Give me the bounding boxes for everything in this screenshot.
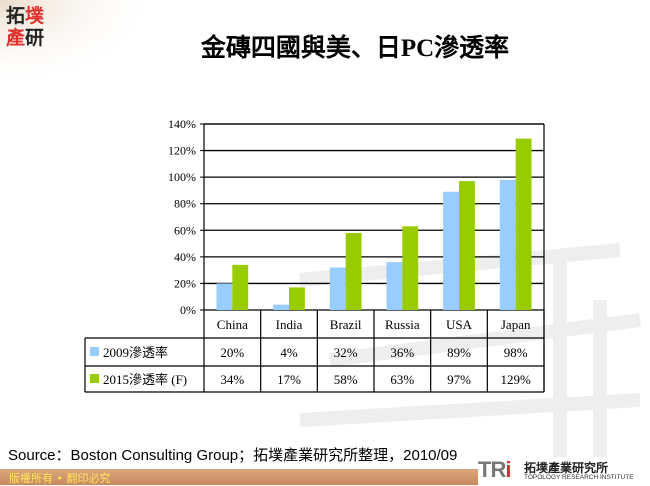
data-label: 34%	[220, 372, 244, 387]
data-label: 98%	[504, 345, 528, 360]
brand-logo: 拓墣 產研	[6, 5, 45, 49]
x-tick-label: Russia	[385, 317, 420, 332]
legend-swatch	[90, 347, 99, 356]
y-tick-label: 140%	[168, 117, 196, 131]
x-tick-label: USA	[446, 317, 473, 332]
page-title: 金磚四國與美、日PC滲透率	[200, 35, 510, 62]
legend-label: 2009滲透率	[103, 345, 168, 360]
data-label: 32%	[334, 345, 358, 360]
data-label: 20%	[220, 345, 244, 360]
data-label: 58%	[334, 372, 358, 387]
y-tick-label: 100%	[168, 170, 196, 184]
bar-2015-brazil	[345, 232, 362, 310]
tri-logo-mark: TRi	[478, 457, 511, 482]
y-tick-label: 40%	[174, 250, 196, 264]
org-name: 拓墣產業研究所	[524, 461, 609, 475]
y-tick-label: 20%	[174, 276, 196, 290]
org-name-en: TOPOLOGY RESEARCH INSTITUTE	[524, 474, 634, 481]
data-label: 4%	[280, 345, 298, 360]
org-logo: TRi 拓墣產業研究所 TOPOLOGY RESEARCH INSTITUTE	[478, 457, 650, 485]
x-tick-label: China	[217, 317, 248, 332]
x-tick-label: India	[276, 317, 303, 332]
data-label: 63%	[390, 372, 414, 387]
y-tick-label: 80%	[174, 197, 196, 211]
legend-swatch	[90, 374, 99, 383]
data-label: 97%	[447, 372, 471, 387]
copyright-text: 版權所有 • 翻印必究	[9, 472, 111, 485]
data-label: 129%	[500, 372, 531, 387]
source-note: Source：Boston Consulting Group；拓墣產業研究所整理…	[8, 447, 458, 464]
bar-2009-china	[216, 283, 233, 310]
bar-2015-india	[289, 287, 305, 310]
y-tick-label: 120%	[168, 144, 196, 158]
y-tick-label: 0%	[180, 303, 196, 317]
data-label: 89%	[447, 345, 471, 360]
legend-label: 2015滲透率 (F)	[103, 372, 187, 387]
bar-2015-china	[232, 264, 249, 310]
bar-2009-japan	[499, 179, 516, 310]
data-label: 36%	[390, 345, 414, 360]
bar-2009-brazil	[329, 267, 346, 310]
x-tick-label: Japan	[501, 317, 531, 332]
data-label: 17%	[277, 372, 301, 387]
y-tick-label: 60%	[174, 223, 196, 237]
x-tick-label: Brazil	[330, 317, 362, 332]
bar-2009-usa	[443, 191, 459, 310]
bar-2015-japan	[515, 138, 532, 310]
bar-2009-russia	[386, 262, 403, 310]
bar-2015-russia	[402, 226, 419, 310]
bar-2009-india	[273, 304, 289, 310]
bar-2015-usa	[459, 181, 475, 310]
